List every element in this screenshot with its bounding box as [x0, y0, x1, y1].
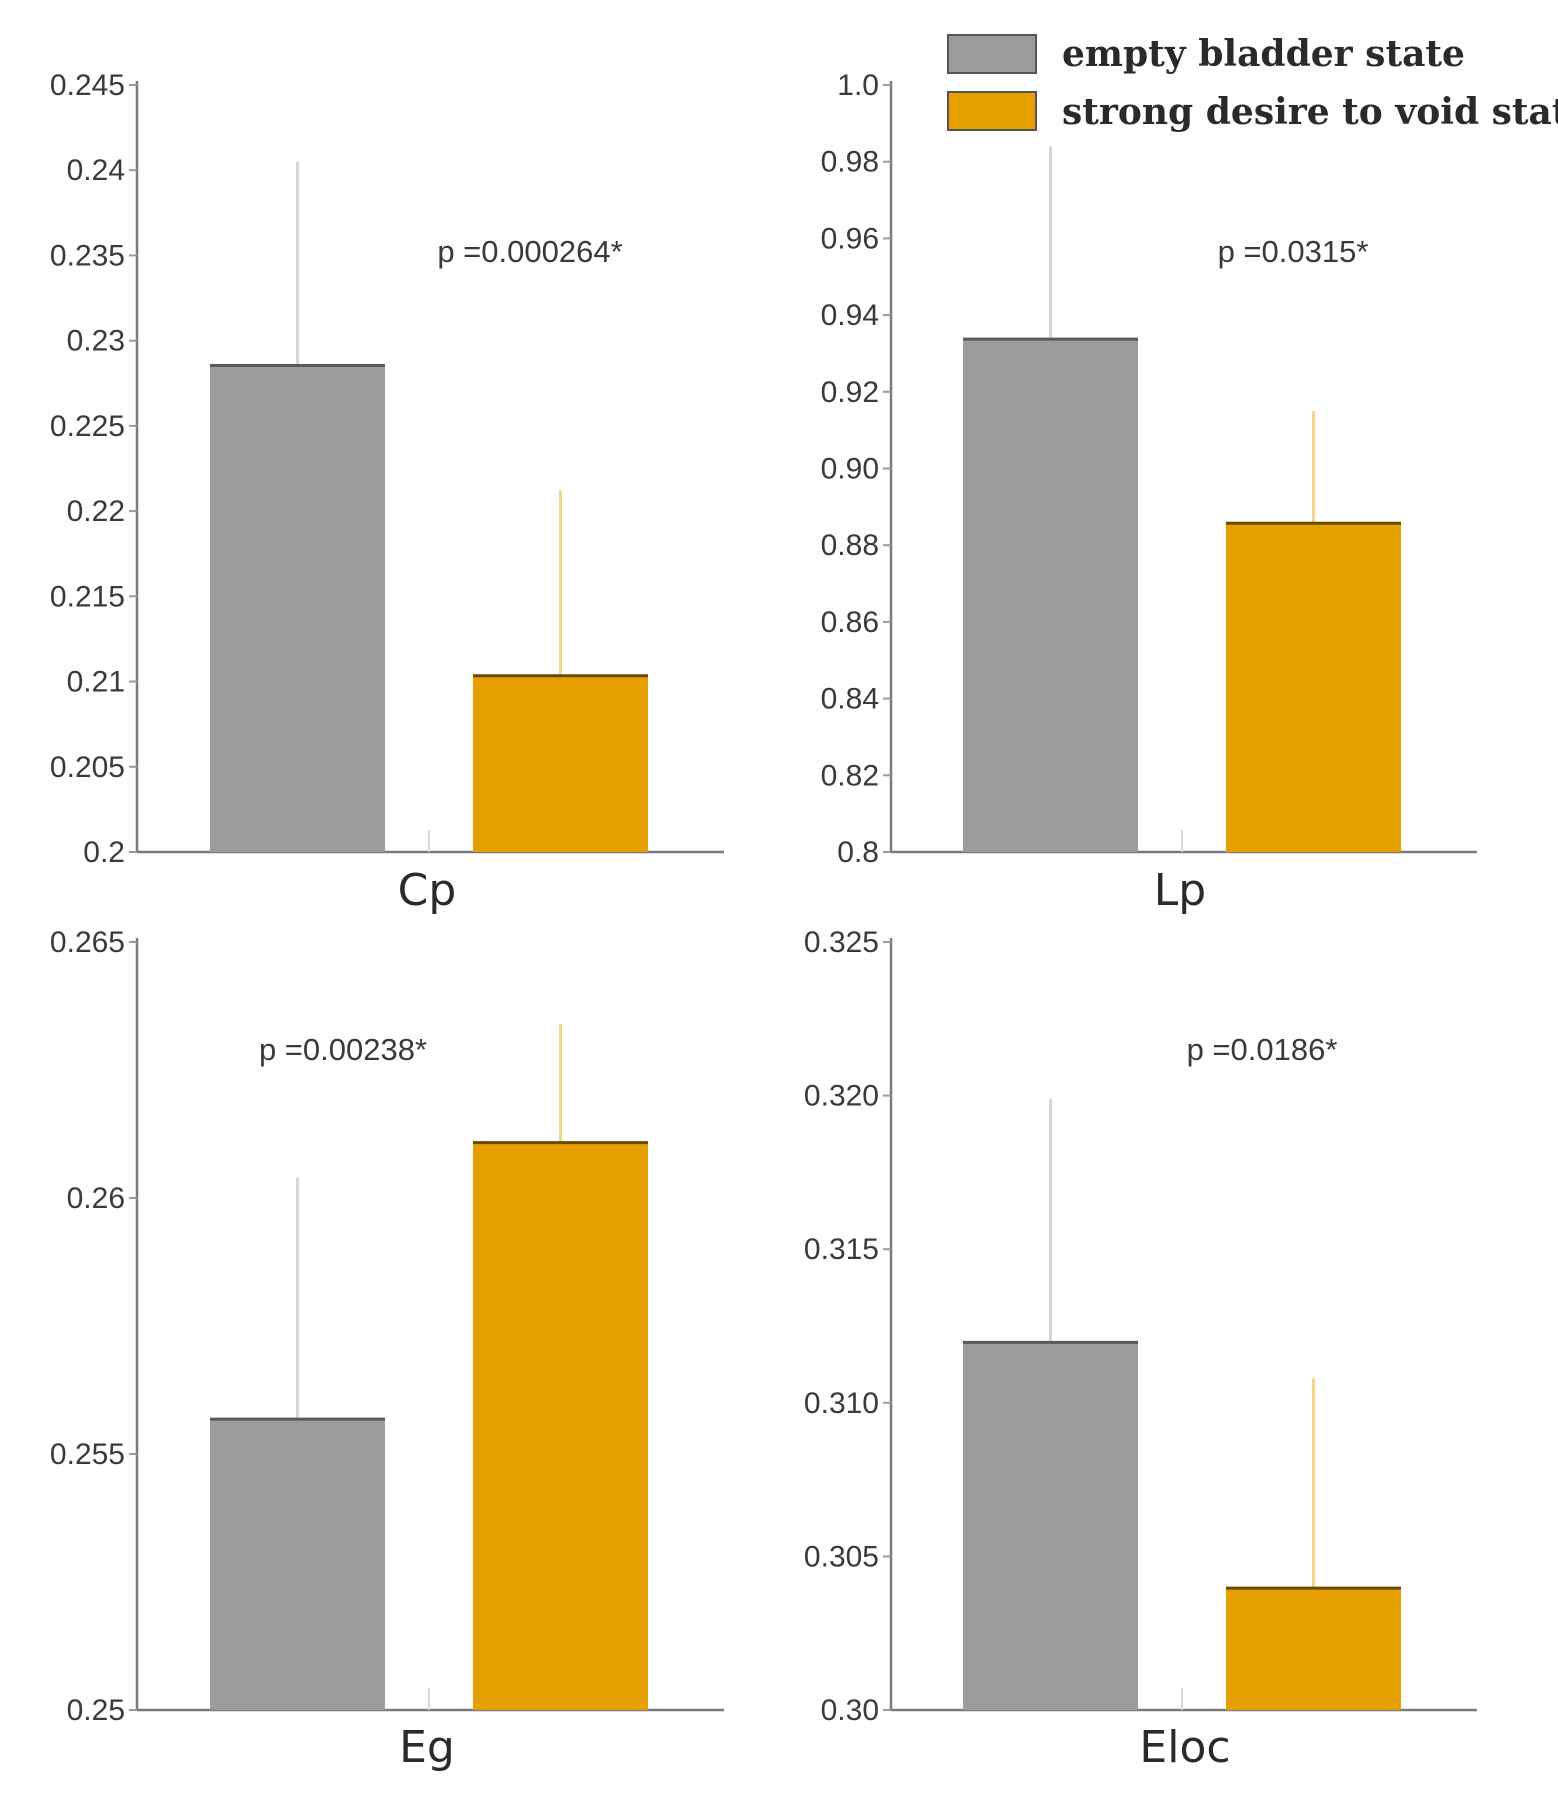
y-tick-label: 0.23	[67, 325, 125, 358]
legend: empty bladder state strong desire to voi…	[947, 33, 1558, 133]
panel-eloc: 0.30 0.305 0.310 0.315 0.320 0.325 p =0.0186* E…	[804, 926, 1477, 1773]
y-tick-label: 0.320	[804, 1080, 879, 1113]
bar-strong-desire	[1226, 522, 1401, 852]
y-tick-label: 0.325	[804, 926, 879, 959]
legend-label-empty-bladder: empty bladder state	[1062, 33, 1465, 75]
bar-strong-desire	[473, 1141, 648, 1710]
y-tick-label: 0.26	[67, 1182, 125, 1215]
y-tick-label: 0.255	[50, 1438, 125, 1471]
y-tick-label: 0.215	[50, 580, 125, 613]
y-tick-label: 0.94	[821, 299, 879, 332]
bar-empty-bladder	[963, 1341, 1138, 1710]
y-tick-label: 0.2	[83, 836, 125, 869]
legend-swatch-empty-bladder	[947, 34, 1037, 74]
panel-eg: 0.25 0.255 0.26 0.265 p =0.00238* Eg	[50, 926, 724, 1773]
y-tick-label: 0.88	[821, 529, 879, 562]
bar-empty-bladder	[210, 364, 385, 852]
y-tick-label: 0.225	[50, 410, 125, 443]
y-tick-label: 0.98	[821, 146, 879, 179]
y-tick-label: 0.22	[67, 495, 125, 528]
y-tick-label: 0.265	[50, 926, 125, 959]
y-tick-label: 0.24	[67, 154, 125, 187]
y-tick-label: 0.96	[821, 222, 879, 255]
p-value-annotation: p =0.0315*	[1218, 234, 1369, 269]
y-tick-label: 0.305	[804, 1540, 879, 1573]
legend-label-strong-desire: strong desire to void state	[1062, 91, 1558, 133]
p-value-annotation: p =0.0186*	[1187, 1032, 1338, 1067]
y-tick-label: 0.245	[50, 69, 125, 102]
x-axis-label: Lp	[1154, 865, 1206, 916]
bar-strong-desire	[473, 674, 648, 852]
bar-empty-bladder	[963, 338, 1138, 852]
y-tick-label: 0.21	[67, 666, 125, 699]
panel-cp: 0.2 0.205 0.21 0.215 0.22 0.225 0.23 0.235 0.24 0…	[50, 69, 724, 916]
y-tick-label: 0.205	[50, 751, 125, 784]
y-tick-label: 0.310	[804, 1387, 879, 1420]
y-tick-label: 0.315	[804, 1233, 879, 1266]
y-tick-label: 0.82	[821, 759, 879, 792]
x-axis-label: Cp	[398, 865, 457, 916]
y-tick-label: 0.25	[67, 1694, 125, 1727]
y-tick-label: 0.84	[821, 683, 879, 716]
panel-lp: 0.8 0.82 0.84 0.86 0.88 0.90 0.92 0.94 0.96 0.98 1…	[821, 69, 1477, 916]
y-tick-label: 0.30	[821, 1694, 879, 1727]
legend-swatch-strong-desire	[947, 91, 1037, 131]
y-tick-label: 0.90	[821, 453, 879, 486]
bar-strong-desire	[1226, 1587, 1401, 1710]
y-tick-label: 0.235	[50, 239, 125, 272]
x-axis-label: Eloc	[1139, 1722, 1230, 1773]
p-value-annotation: p =0.00238*	[259, 1032, 427, 1067]
x-axis-label: Eg	[399, 1722, 455, 1773]
y-tick-label: 0.86	[821, 606, 879, 639]
bar-empty-bladder	[210, 1418, 385, 1710]
p-value-annotation: p =0.000264*	[437, 234, 622, 269]
y-tick-label: 0.92	[821, 376, 879, 409]
y-tick-label: 1.0	[837, 69, 879, 102]
y-tick-label: 0.8	[837, 836, 879, 869]
